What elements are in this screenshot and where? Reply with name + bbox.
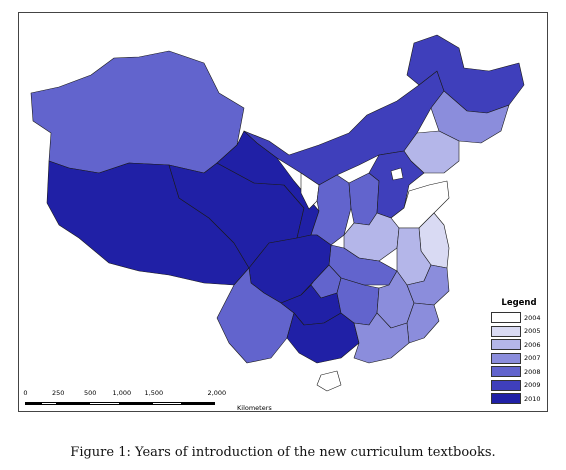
- map-frame: Legend 2004 2005 2006 2007 2008 2009 2010 0 250…: [18, 12, 548, 412]
- legend-swatch: [491, 379, 521, 391]
- legend-swatch: [491, 352, 521, 364]
- legend-label: 2005: [524, 327, 541, 336]
- scale-tick-label: 1,000: [112, 389, 132, 397]
- legend-item: 2006: [491, 338, 547, 352]
- scale-tick-label: 2,000: [207, 389, 227, 397]
- scale-segment: [182, 402, 215, 405]
- province-ningxia: [300, 172, 320, 210]
- legend-label: 2008: [524, 367, 541, 376]
- legend-item: 2008: [491, 365, 547, 379]
- scale-segment: [152, 402, 182, 405]
- province-guangdong: [353, 312, 410, 364]
- legend-swatch: [491, 393, 521, 405]
- scale-tick-label: 250: [52, 389, 65, 397]
- legend-swatch: [491, 366, 521, 378]
- legend-label: 2004: [524, 313, 541, 322]
- legend-label: 2006: [524, 340, 541, 349]
- legend-label: 2010: [524, 394, 541, 403]
- province-fujian: [406, 302, 440, 344]
- legend-swatch: [491, 312, 521, 324]
- province-hainan: [316, 370, 342, 392]
- scale-segment: [120, 402, 152, 405]
- legend-label: 2007: [524, 354, 541, 363]
- figure-caption: Figure 1: Years of introduction of the n…: [70, 445, 496, 460]
- legend-item: 2005: [491, 325, 547, 339]
- scale-tick-label: 500: [84, 389, 97, 397]
- legend-item: 2009: [491, 379, 547, 393]
- scale-unit: Kilometers: [237, 404, 272, 412]
- scale-segment: [25, 402, 41, 405]
- legend-item: 2010: [491, 392, 547, 406]
- legend-swatch: [491, 339, 521, 351]
- province-xinjiang: [30, 50, 245, 174]
- legend-rows: 2004 2005 2006 2007 2008 2009 2010: [491, 311, 547, 406]
- legend-swatch: [491, 325, 521, 337]
- legend: Legend 2004 2005 2006 2007 2008 2009 2010: [491, 298, 547, 406]
- scale-tick-label: 1,500: [144, 389, 164, 397]
- scale-segment: [57, 402, 89, 405]
- legend-item: 2004: [491, 311, 547, 325]
- scale-tick-label: 0: [23, 389, 28, 397]
- scale-segment: [41, 402, 57, 405]
- scale-segment: [89, 402, 120, 405]
- province-jilin: [430, 90, 510, 144]
- legend-title: Legend: [501, 298, 537, 308]
- province-beijing: [390, 167, 404, 181]
- scale-bar: 0 250 500 1,000 1,500 2,000 Kilometers: [19, 389, 279, 412]
- legend-label: 2009: [524, 381, 541, 390]
- china-map: [30, 34, 525, 392]
- legend-item: 2007: [491, 352, 547, 366]
- province-hebei: [368, 150, 425, 219]
